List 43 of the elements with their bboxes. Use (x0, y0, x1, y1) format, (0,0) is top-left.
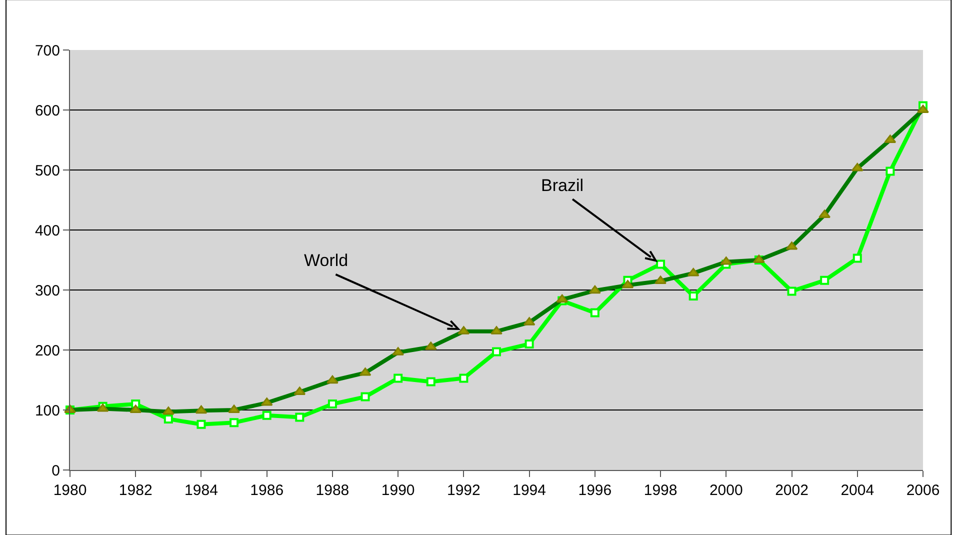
point (295, 412, 304, 422)
point (459, 374, 468, 383)
point (590, 308, 600, 318)
x-tick-label: 1996 (578, 482, 612, 499)
y-tick-label: 0 (52, 462, 60, 480)
point (492, 347, 501, 356)
x-tick-label: 1998 (644, 482, 678, 499)
point (656, 260, 666, 269)
y-tick-label: 200 (34, 342, 60, 360)
point (328, 400, 337, 408)
x-tick-label: 1992 (447, 482, 480, 499)
y-tick-label: 400 (34, 222, 60, 240)
x-tick-label: 2006 (906, 482, 940, 499)
y-tick-label: 100 (34, 402, 60, 420)
x-tick-label: 1980 (53, 482, 87, 499)
x-tick-label: 1990 (381, 482, 415, 499)
text: World (304, 251, 348, 270)
y-tick-label: 600 (34, 102, 60, 120)
point (524, 340, 534, 348)
point (262, 410, 272, 420)
point (852, 254, 862, 263)
x-tick-label: 1984 (184, 482, 218, 499)
x-tick-label: 2000 (709, 482, 743, 499)
point (688, 292, 698, 300)
x-tick-label: 1988 (316, 482, 350, 499)
y-tick-label: 700 (34, 42, 60, 60)
point (820, 276, 830, 285)
x-tick-label: 2002 (775, 482, 808, 499)
point (787, 286, 796, 296)
point (426, 377, 436, 386)
point (230, 418, 239, 428)
point (360, 392, 370, 402)
text: Brazil (541, 176, 584, 195)
point (196, 420, 206, 429)
y-tick-label: 500 (34, 162, 60, 180)
point (394, 374, 403, 383)
x-tick-label: 1986 (250, 482, 284, 499)
y-tick-label: 300 (34, 282, 60, 300)
x-tick-label: 1982 (118, 482, 152, 499)
point (886, 166, 895, 176)
x-tick-label: 2004 (840, 482, 874, 499)
point (164, 414, 173, 424)
x-tick-label: 1994 (512, 482, 546, 499)
